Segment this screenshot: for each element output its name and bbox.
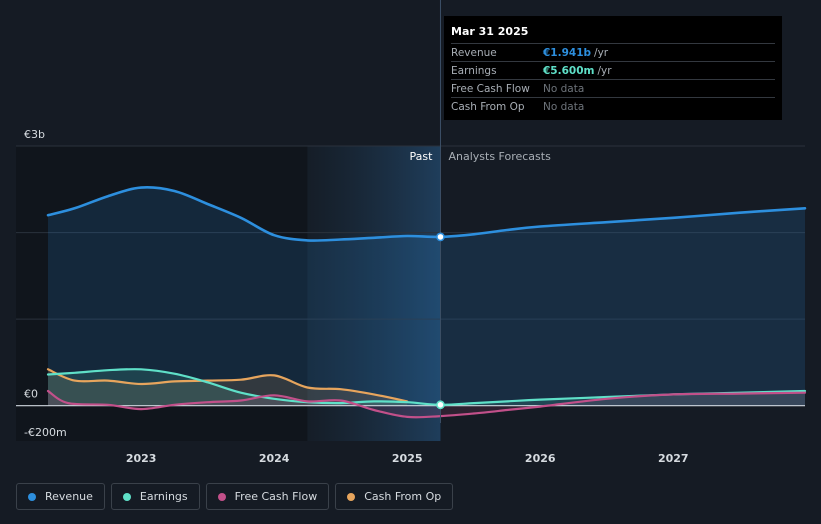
tooltip-row-label: Earnings xyxy=(451,64,497,77)
tooltip-row-unit: /yr xyxy=(594,46,609,59)
tooltip-row: Free Cash Flow No data xyxy=(451,79,775,97)
tooltip-row-label: Cash From Op xyxy=(451,100,525,113)
series-area-cash-from-op xyxy=(48,369,408,406)
series-area-free-cash-flow xyxy=(48,391,805,418)
legend-dot-icon xyxy=(122,492,131,501)
x-tick-label: 2023 xyxy=(126,452,157,465)
legend-label: Free Cash Flow xyxy=(234,490,318,503)
tooltip-row-value: €5.600m xyxy=(543,64,595,77)
past-label: Past xyxy=(410,150,434,163)
legend-dot-icon xyxy=(28,492,36,501)
tooltip-panel: Mar 31 2025 Revenue €1.941b/yr Earnings €5.… xyxy=(444,16,782,120)
y-tick-label: €3b xyxy=(24,128,45,141)
tooltip-row: Revenue €1.941b/yr xyxy=(451,43,775,61)
x-tick-label: 2027 xyxy=(658,452,689,465)
highlight-region xyxy=(307,146,441,441)
tooltip-row-value: €1.941b xyxy=(543,46,592,59)
tooltip-row-label: Revenue xyxy=(451,46,497,59)
series-area-revenue xyxy=(48,187,805,406)
series-line-cash-from-op xyxy=(46,368,409,403)
tooltip-row-unit: /yr xyxy=(597,64,612,77)
tooltip-row: Cash From Op No data xyxy=(451,97,775,115)
tooltip-date: Mar 31 2025 xyxy=(451,25,529,38)
tooltip-row-label: Free Cash Flow xyxy=(451,82,530,95)
series-area-earnings xyxy=(48,369,805,406)
legend-item-revenue[interactable]: Revenue xyxy=(16,483,105,510)
marker-point xyxy=(436,400,445,410)
marker-point xyxy=(436,232,445,242)
legend-item-free-cash-flow[interactable]: Free Cash Flow xyxy=(205,483,330,510)
legend-label: Earnings xyxy=(139,490,188,503)
forecast-label: Analysts Forecasts xyxy=(448,150,551,163)
y-tick-label: €0 xyxy=(24,388,38,401)
x-tick-label: 2026 xyxy=(525,452,556,465)
y-tick-label: -€200m xyxy=(24,426,67,439)
tooltip-row-value: No data xyxy=(543,82,585,95)
series-line-free-cash-flow xyxy=(46,389,807,419)
x-tick-label: 2024 xyxy=(259,452,290,465)
legend-dot-icon xyxy=(217,492,226,501)
legend-label: Cash From Op xyxy=(364,490,442,503)
series-line-earnings xyxy=(46,368,807,406)
tooltip-row-value: No data xyxy=(543,100,585,113)
series-line-revenue xyxy=(46,186,807,242)
legend-item-cash-from-op[interactable]: Cash From Op xyxy=(335,483,454,510)
legend-item-earnings[interactable]: Earnings xyxy=(110,483,200,510)
legend-dot-icon xyxy=(347,492,356,501)
x-tick-label: 2025 xyxy=(392,452,423,465)
tooltip-row: Earnings €5.600m/yr xyxy=(451,61,775,79)
chart-area: €3b €0 -€200m 2023 2024 2025 2026 2027 Past Analy… xyxy=(16,0,807,465)
chart-legend: Revenue Earnings Free Cash Flow Cash From O… xyxy=(16,483,454,510)
legend-label: Revenue xyxy=(45,490,93,503)
